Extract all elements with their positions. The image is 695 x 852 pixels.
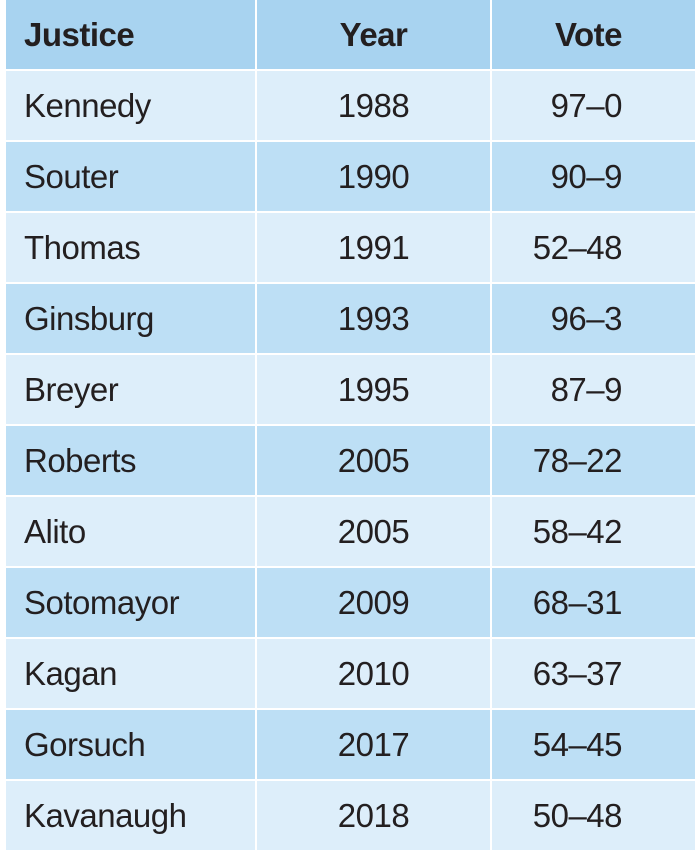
table-cell: 87–9 [490,354,695,426]
table: Justice Year Vote Kennedy 1988 97–0 Souter 199… [6,0,695,852]
table-row: Kennedy 1988 97–0 [6,70,695,142]
table-cell: 63–37 [490,638,695,710]
table-row: Kagan 2010 63–37 [6,638,695,710]
table-cell: Kavanaugh [6,780,257,852]
table-cell: 1990 [255,141,492,213]
table-cell: 97–0 [490,70,695,142]
table-row: Roberts 2005 78–22 [6,425,695,497]
table-cell: 1995 [255,354,492,426]
table-row: Sotomayor 2009 68–31 [6,567,695,639]
table-body: Kennedy 1988 97–0 Souter 1990 90–9 Thomas 1991 5… [6,70,695,852]
table-cell: Ginsburg [6,283,257,355]
header-row: Justice Year Vote [6,0,695,71]
table-cell: Kagan [6,638,257,710]
table-cell: 1988 [255,70,492,142]
column-header: Justice [6,0,257,71]
table-row: Souter 1990 90–9 [6,141,695,213]
table-cell: 2010 [255,638,492,710]
table-row: Gorsuch 2017 54–45 [6,709,695,781]
table-cell: Souter [6,141,257,213]
table-cell: Thomas [6,212,257,284]
table-cell: 78–22 [490,425,695,497]
table-cell: 2005 [255,425,492,497]
table-cell: Breyer [6,354,257,426]
table-header: Justice Year Vote [6,0,695,71]
table-row: Alito 2005 58–42 [6,496,695,568]
table-cell: 2018 [255,780,492,852]
table-row: Kavanaugh 2018 50–48 [6,780,695,852]
table-cell: 68–31 [490,567,695,639]
table-cell: 90–9 [490,141,695,213]
table-row: Thomas 1991 52–48 [6,212,695,284]
table-container: Justice Year Vote Kennedy 1988 97–0 Souter 199… [6,0,695,852]
table-cell: 2017 [255,709,492,781]
table-cell: Sotomayor [6,567,257,639]
table-cell: 54–45 [490,709,695,781]
table-cell: Gorsuch [6,709,257,781]
column-header: Year [255,0,492,71]
table-cell: 50–48 [490,780,695,852]
table-cell: 1993 [255,283,492,355]
table-row: Breyer 1995 87–9 [6,354,695,426]
table-cell: Alito [6,496,257,568]
table-cell: 1991 [255,212,492,284]
table-cell: 58–42 [490,496,695,568]
table-cell: 2009 [255,567,492,639]
table-cell: Roberts [6,425,257,497]
table-cell: 96–3 [490,283,695,355]
column-header: Vote [490,0,695,71]
table-cell: 2005 [255,496,492,568]
table-row: Ginsburg 1993 96–3 [6,283,695,355]
table-cell: Kennedy [6,70,257,142]
table-cell: 52–48 [490,212,695,284]
